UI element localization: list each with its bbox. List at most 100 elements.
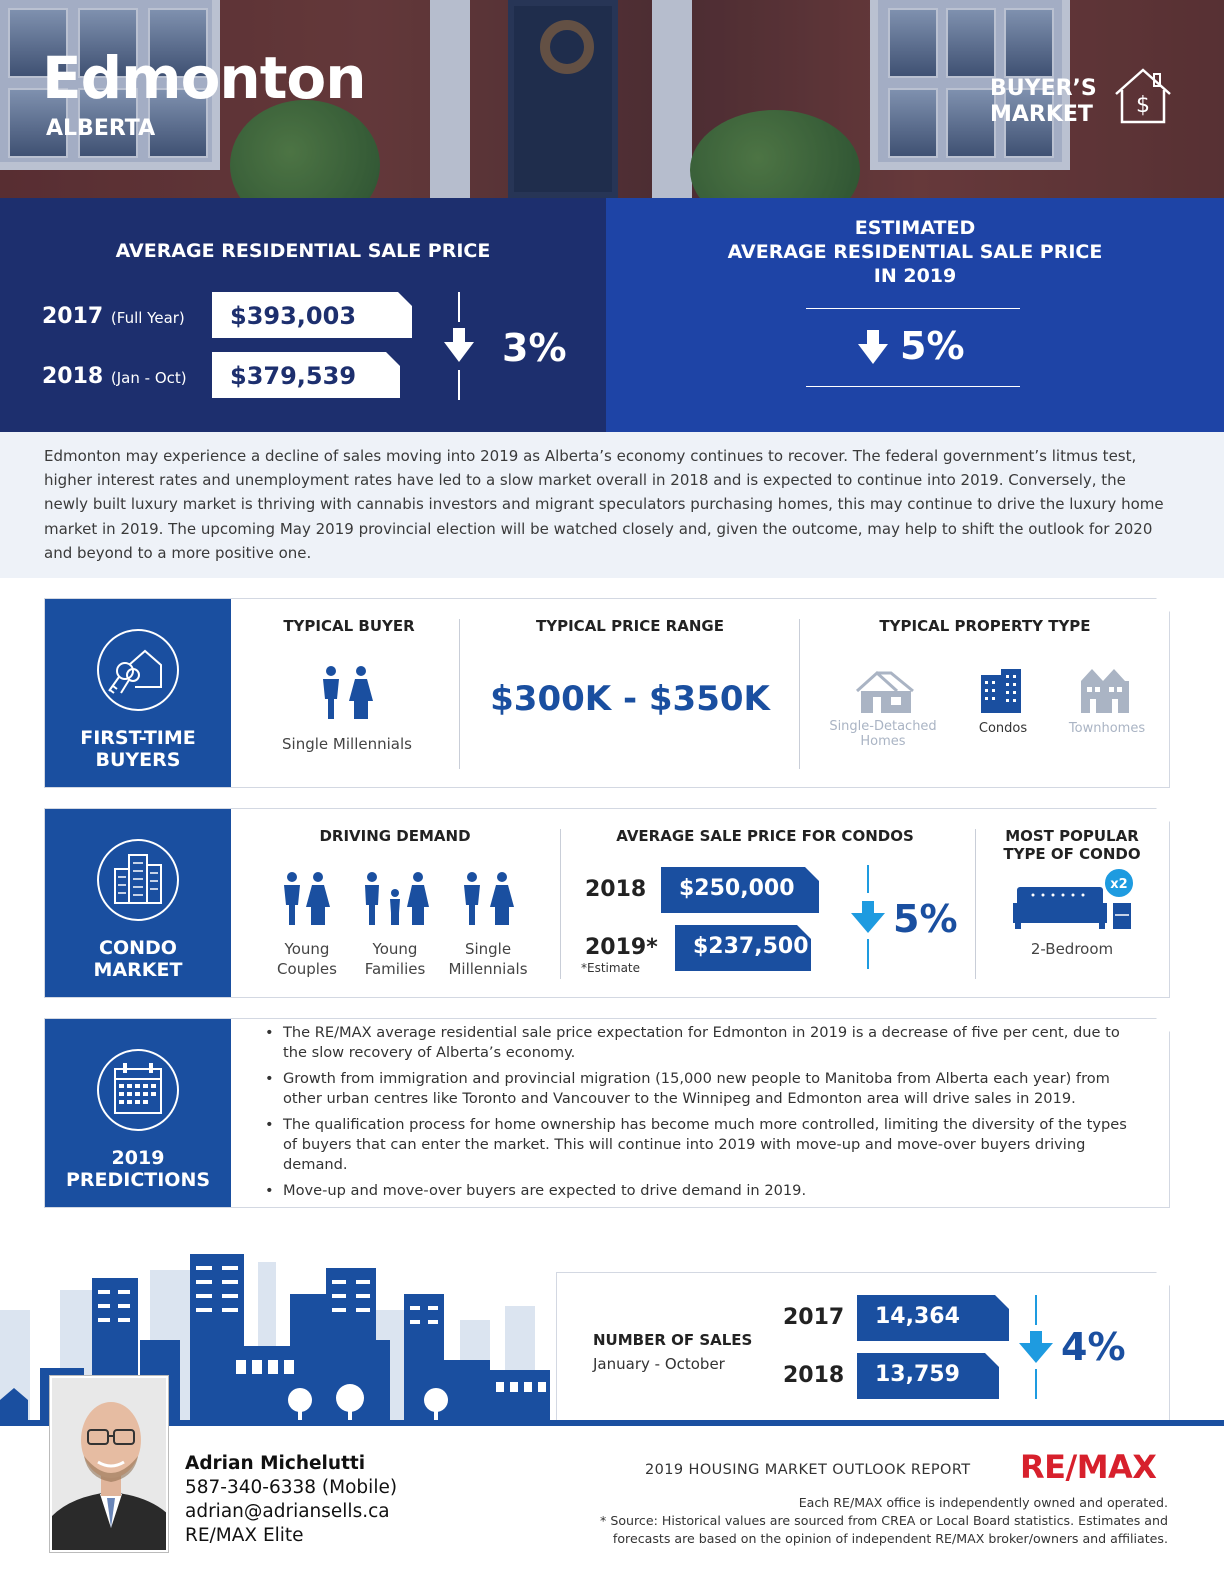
label-line: Single <box>464 940 512 958</box>
sales-year-2017: 2017 <box>783 1305 845 1330</box>
market-type-line1: BUYER’S <box>990 76 1097 101</box>
footer-divider <box>0 1420 1224 1426</box>
avg-price-2018-box: $379,539 <box>212 352 400 398</box>
agent-phone[interactable]: 587-340-6338 (Mobile) <box>185 1477 398 1498</box>
price-range-heading: TYPICAL PRICE RANGE <box>536 617 724 635</box>
label-line: Young <box>284 940 330 958</box>
detached-home-icon <box>855 669 915 713</box>
popular-condo-heading: MOST POPULAR TYPE OF CONDO <box>975 827 1169 863</box>
condo-year-2019: 2019* <box>585 935 658 960</box>
demand-item: Young Families <box>351 939 439 979</box>
remax-logo: RE/MAX <box>1020 1448 1157 1486</box>
estimate-panel: ESTIMATED AVERAGE RESIDENTIAL SALE PRICE… <box>606 198 1224 432</box>
estimate-heading: ESTIMATED AVERAGE RESIDENTIAL SALE PRICE… <box>606 216 1224 288</box>
predictions-label: 2019 PREDICTIONS <box>45 1147 231 1191</box>
logo-part: RE/ <box>1020 1448 1077 1486</box>
window-image <box>0 0 220 170</box>
building-icon <box>97 839 179 921</box>
typical-buyer-value: Single Millennials <box>282 735 412 753</box>
divider-line <box>459 619 460 769</box>
agent-name: Adrian Michelutti <box>185 1453 366 1474</box>
label-line: TYPE OF CONDO <box>1003 845 1141 863</box>
demand-item: Single Millennials <box>443 939 533 979</box>
down-arrow-icon <box>851 901 885 933</box>
sales-2017-box: 14,364 <box>857 1295 1009 1341</box>
disclaimer: Each RE/MAX office is independently owne… <box>548 1494 1168 1548</box>
condo-label: CONDO MARKET <box>45 937 231 981</box>
year-label: 2017 <box>42 304 104 329</box>
year-label: 2018 <box>42 364 104 389</box>
avg-price-change: 3% <box>502 326 567 370</box>
market-type-line2: MARKET <box>990 102 1093 127</box>
bed-icon: x2 <box>1013 867 1133 931</box>
condo-market-card: CONDO MARKET DRIVING DEMAND Young Couple… <box>44 808 1170 998</box>
market-summary: Edmonton may experience a decline of sal… <box>0 432 1224 578</box>
divider-line <box>1035 1369 1037 1399</box>
sales-2018-box: 13,759 <box>857 1353 999 1399</box>
estimate-heading-line: AVERAGE RESIDENTIAL SALE PRICE <box>727 241 1103 263</box>
sales-year-2018: 2018 <box>783 1363 845 1388</box>
summary-text: Edmonton may experience a decline of sal… <box>44 447 1164 562</box>
prediction-item: Move-up and move-over buyers are expecte… <box>265 1181 1145 1201</box>
condo-year-2018: 2018 <box>585 877 647 902</box>
typical-buyer-heading: TYPICAL BUYER <box>283 617 415 635</box>
avg-price-year-2017: 2017 (Full Year) <box>42 304 185 329</box>
condo-avg-heading: AVERAGE SALE PRICE FOR CONDOS <box>616 827 914 845</box>
price-range-value: $300K - $350K <box>490 679 770 719</box>
divider-line <box>458 292 460 322</box>
condo-price-2018-box: $250,000 <box>661 867 819 913</box>
label-line: Young <box>372 940 418 958</box>
door-image <box>508 0 618 198</box>
divider-line <box>806 386 1020 387</box>
first-time-side: FIRST-TIME BUYERS <box>45 599 231 787</box>
avg-price-year-2018: 2018 (Jan - Oct) <box>42 364 187 389</box>
predictions-list: The RE/MAX average residential sale pric… <box>265 1023 1145 1207</box>
property-type-label: Townhomes <box>1068 721 1146 736</box>
family-icon <box>361 871 429 927</box>
property-type-label: Single-Detached Homes <box>815 719 951 749</box>
estimate-heading-line: ESTIMATED <box>854 217 976 239</box>
logo-part: MAX <box>1076 1448 1157 1486</box>
sales-period: January - October <box>593 1355 725 1373</box>
hero-banner <box>0 0 1224 198</box>
period-label: (Jan - Oct) <box>110 369 187 387</box>
prediction-item: The qualification process for home owner… <box>265 1115 1145 1175</box>
estimate-change: 5% <box>900 324 965 368</box>
first-time-label: FIRST-TIME BUYERS <box>45 727 231 771</box>
popular-badge-text: x2 <box>1110 877 1127 892</box>
avg-price-heading: AVERAGE RESIDENTIAL SALE PRICE <box>115 240 491 262</box>
label-line: CONDO <box>99 937 177 959</box>
province-subtitle: ALBERTA <box>46 116 156 141</box>
divider-line <box>867 865 869 893</box>
townhome-icon <box>1079 667 1131 713</box>
agent-contact: Adrian Michelutti 587-340-6338 (Mobile) … <box>185 1452 397 1548</box>
popular-condo-value: 2-Bedroom <box>1030 940 1114 958</box>
label-line: FIRST-TIME <box>80 727 196 749</box>
divider-line <box>458 370 460 400</box>
down-arrow-icon <box>858 330 888 364</box>
divider-line <box>1035 1295 1037 1325</box>
agent-photo <box>50 1376 168 1552</box>
demand-item: Young Couples <box>263 939 351 979</box>
divider-line <box>806 308 1020 309</box>
calendar-icon <box>97 1049 179 1131</box>
condo-building-icon <box>979 667 1023 713</box>
keys-house-icon <box>97 629 179 711</box>
disclaimer-line: * Source: Historical values are sourced … <box>600 1513 1168 1528</box>
divider-line <box>867 939 869 969</box>
estimate-note: *Estimate <box>581 961 641 975</box>
divider-line <box>975 829 976 979</box>
first-time-buyers-card: FIRST-TIME BUYERS TYPICAL BUYER Single M… <box>44 598 1170 788</box>
number-of-sales-card: NUMBER OF SALES January - October 2017 1… <box>556 1272 1170 1422</box>
prediction-item: The RE/MAX average residential sale pric… <box>265 1023 1145 1063</box>
agent-email[interactable]: adrian@adriansells.ca <box>185 1501 390 1522</box>
property-type-label: Condos <box>978 721 1028 736</box>
driving-demand-heading: DRIVING DEMAND <box>319 827 471 845</box>
bush-image <box>230 100 380 198</box>
prediction-item: Growth from immigration and provincial m… <box>265 1069 1145 1109</box>
predictions-side: 2019 PREDICTIONS <box>45 1019 231 1207</box>
avg-price-panel: AVERAGE RESIDENTIAL SALE PRICE 2017 (Ful… <box>0 198 606 432</box>
svg-text:$: $ <box>1136 93 1150 118</box>
label-line: Families <box>364 960 426 978</box>
report-title: 2019 HOUSING MARKET OUTLOOK REPORT <box>645 1462 971 1478</box>
